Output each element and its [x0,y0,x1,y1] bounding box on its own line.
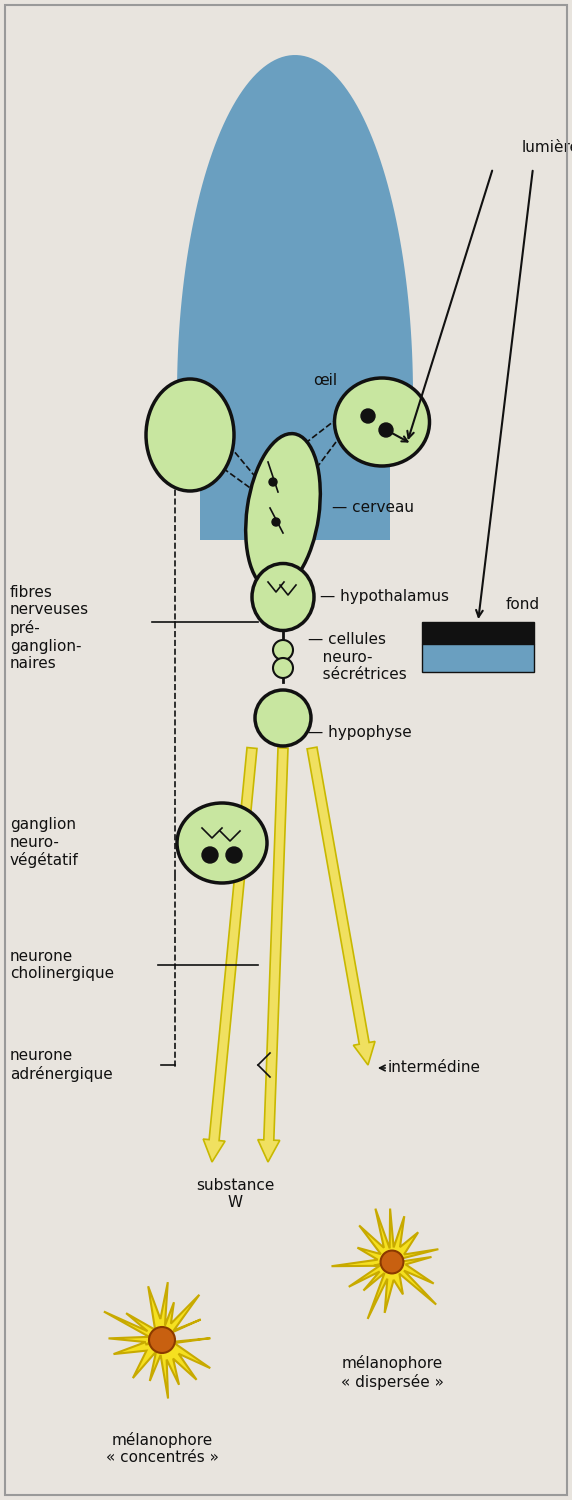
Bar [422,622,534,644]
Circle shape [202,847,218,862]
Text: fibres
nerveuses
pré-
ganglion-
naires: fibres nerveuses pré- ganglion- naires [10,585,89,670]
Text: substance
W: substance W [196,1178,274,1210]
Polygon shape [332,1209,438,1318]
Ellipse shape [335,378,430,466]
Polygon shape [307,747,375,1065]
Polygon shape [104,1282,210,1398]
Ellipse shape [177,802,267,883]
Circle shape [273,658,293,678]
Circle shape [226,847,242,862]
Text: neurone
adrénergique: neurone adrénergique [10,1048,113,1082]
Text: fond: fond [506,597,540,612]
Circle shape [272,518,280,526]
Polygon shape [258,748,288,1162]
Text: œil: œil [313,374,337,388]
Bar [422,644,534,672]
Text: lumière: lumière [522,141,572,156]
Circle shape [361,410,375,423]
Ellipse shape [246,433,320,591]
Text: mélanophore
« concentrés »: mélanophore « concentrés » [106,1432,219,1466]
Polygon shape [203,747,257,1162]
Text: ganglion
neuro-
végétatif: ganglion neuro- végétatif [10,818,79,868]
Ellipse shape [146,380,234,490]
Ellipse shape [255,690,311,746]
Text: — cellules
   neuro-
   sécrétrices: — cellules neuro- sécrétrices [308,632,407,682]
Text: neurone
cholinergique: neurone cholinergique [10,950,114,981]
Text: mélanophore
« dispersée »: mélanophore « dispersée » [340,1354,443,1389]
Text: — hypothalamus: — hypothalamus [320,590,449,604]
Ellipse shape [252,564,314,630]
Circle shape [379,423,393,436]
Bar [200,394,390,540]
Text: — cerveau: — cerveau [332,500,414,514]
Text: — hypophyse: — hypophyse [308,724,412,740]
Polygon shape [177,56,413,394]
Text: intermédine: intermédine [388,1060,481,1076]
Circle shape [149,1328,175,1353]
Circle shape [269,478,277,486]
Circle shape [273,640,293,660]
Circle shape [380,1251,403,1274]
